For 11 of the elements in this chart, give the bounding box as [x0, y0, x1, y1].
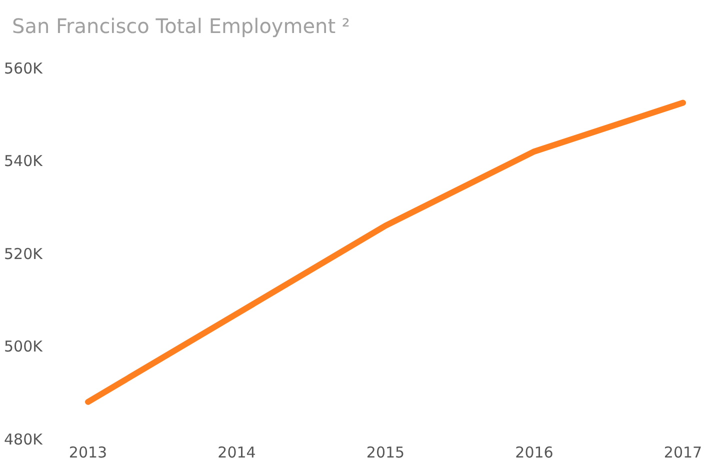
x-tick-label: 2015: [366, 444, 405, 462]
x-tick-label: 2016: [515, 444, 554, 462]
y-tick-label: 520K: [4, 244, 44, 263]
chart-title: San Francisco Total Employment ²: [12, 14, 350, 38]
x-tick-label: 2017: [664, 444, 702, 462]
y-tick-label: 500K: [4, 338, 44, 356]
y-tick-label: 560K: [4, 59, 44, 78]
x-tick-label: 2014: [218, 444, 256, 462]
y-tick-label: 480K: [4, 430, 44, 448]
x-tick-label: 2013: [68, 444, 108, 462]
y-tick-label: 540K: [4, 152, 44, 170]
